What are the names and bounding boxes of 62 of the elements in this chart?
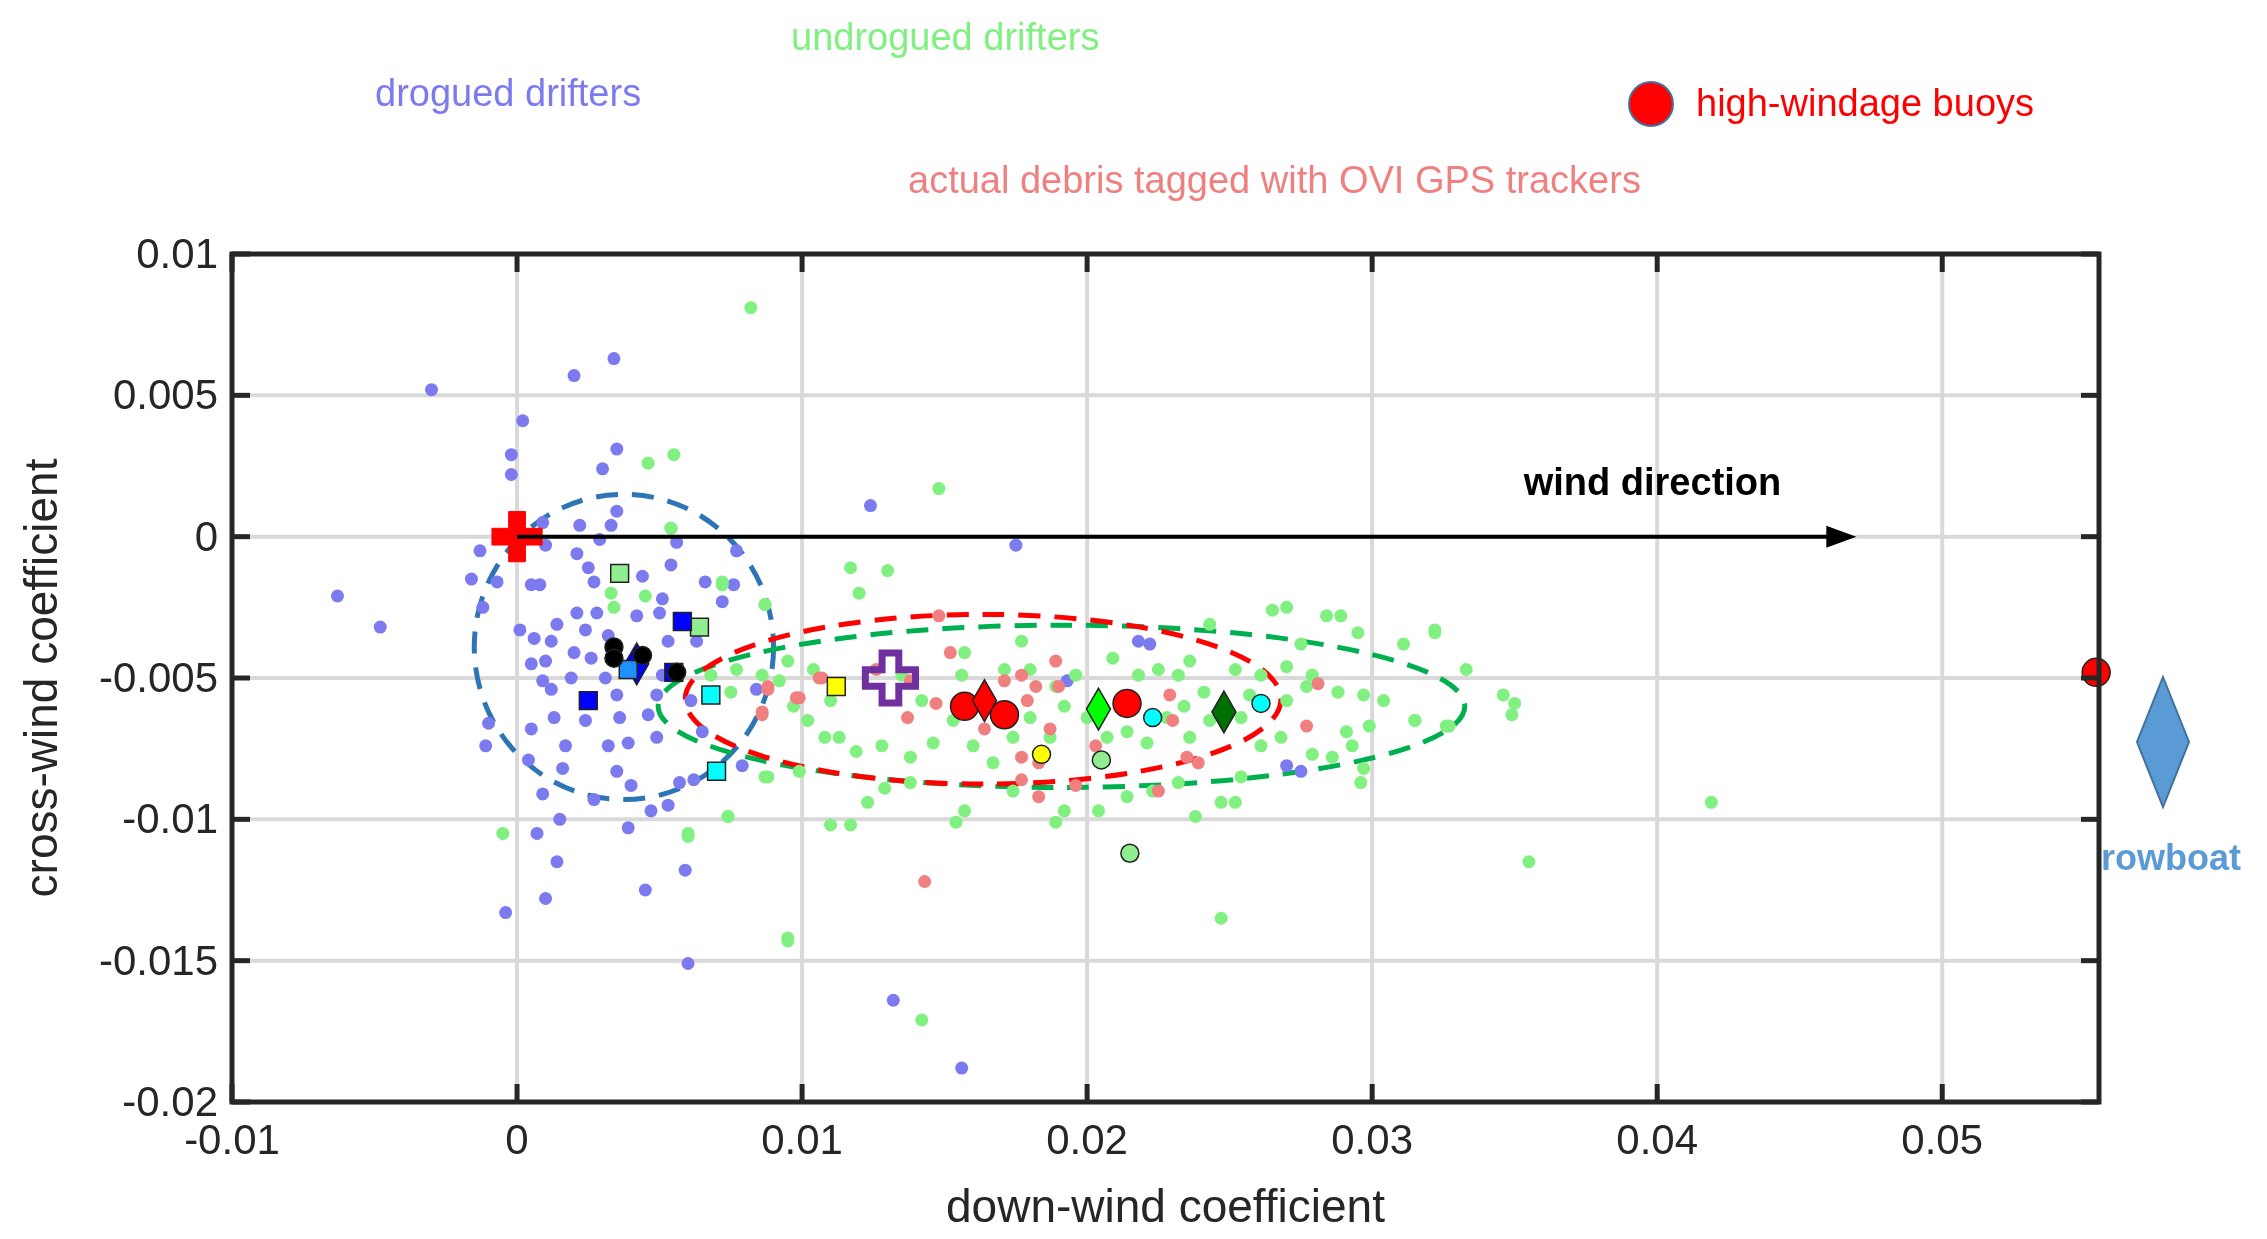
point — [1191, 756, 1205, 770]
point — [604, 648, 624, 668]
y-tick-label: -0.015 — [98, 936, 218, 984]
point — [1091, 750, 1112, 770]
point — [918, 875, 932, 889]
point — [997, 674, 1011, 688]
point — [1043, 722, 1057, 736]
point — [949, 691, 980, 722]
point — [1311, 677, 1325, 691]
point — [826, 676, 846, 697]
y-tick-label: -0.005 — [98, 654, 218, 701]
point — [1049, 654, 1063, 668]
point — [861, 649, 920, 707]
point — [1180, 750, 1194, 764]
point — [1029, 679, 1043, 693]
annotation: wind direction — [1522, 460, 1782, 503]
point — [609, 563, 630, 584]
point — [1142, 707, 1163, 728]
point — [689, 617, 710, 637]
point — [1163, 688, 1177, 702]
x-tick-label: 0.03 — [1331, 1116, 1414, 1163]
point — [672, 611, 693, 632]
y-axis-title: cross-wind coefficient — [15, 458, 67, 898]
x-tick-label: 0.02 — [1046, 1116, 1128, 1163]
text: drogued drifters — [375, 72, 642, 114]
point — [901, 711, 915, 725]
point — [706, 761, 727, 781]
point — [989, 700, 1020, 730]
point — [1300, 719, 1314, 733]
x-tick-label: 0.04 — [1616, 1116, 1699, 1163]
x-tick-label: 0.01 — [761, 1116, 843, 1163]
y-tick-label: 0 — [194, 512, 218, 560]
x-axis-title: down-wind coefficient — [946, 1180, 1386, 1232]
point — [929, 696, 943, 710]
point — [701, 685, 721, 705]
legend-label: high-windage buoys — [1696, 82, 2035, 124]
x-tick-label: 0.05 — [1901, 1116, 1984, 1163]
point — [491, 511, 543, 563]
point — [1032, 790, 1046, 804]
point — [1069, 778, 1083, 792]
point — [1015, 773, 1029, 787]
text: undrogued drifters — [791, 16, 1100, 58]
point — [943, 646, 957, 660]
text: actual debris tagged with OVI GPS trackers — [908, 159, 1641, 201]
point — [1166, 713, 1180, 727]
y-tick-label: 0.01 — [136, 230, 218, 277]
point — [1251, 693, 1271, 714]
point — [1120, 843, 1140, 863]
point — [1020, 694, 1034, 708]
point — [1031, 744, 1052, 765]
text: rowboat — [2101, 837, 2241, 878]
point — [578, 690, 598, 711]
point — [1112, 688, 1142, 719]
point — [978, 722, 991, 736]
point — [1151, 784, 1165, 798]
point — [932, 609, 946, 623]
point — [1015, 750, 1029, 764]
y-tick-label: 0.005 — [112, 371, 218, 419]
point — [1015, 668, 1029, 682]
point — [1089, 739, 1103, 753]
y-tick-label: -0.01 — [122, 795, 218, 843]
x-tick-label: 0 — [505, 1116, 529, 1163]
